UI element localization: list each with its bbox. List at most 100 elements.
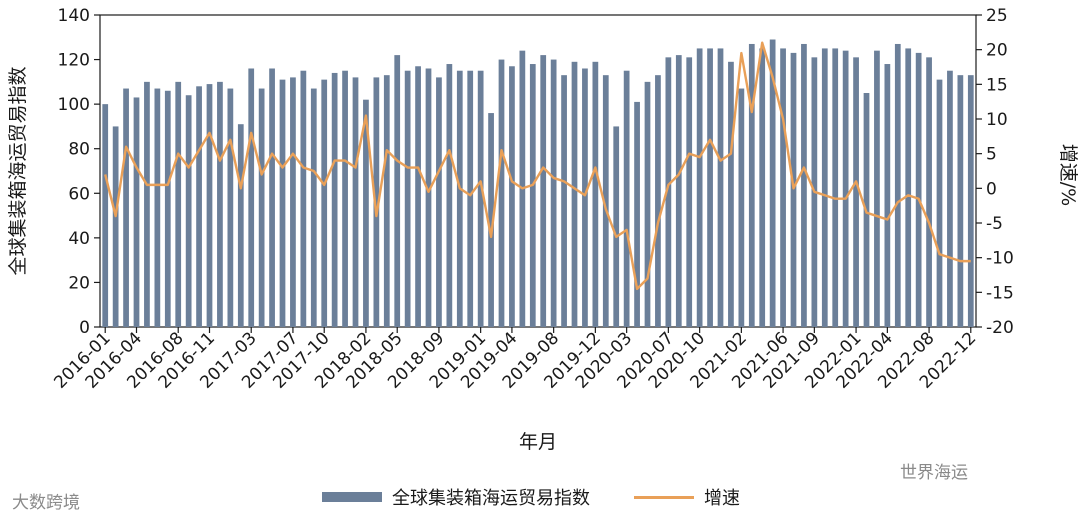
bar [665, 57, 672, 328]
bar [509, 66, 515, 327]
bar [686, 57, 693, 328]
bar [780, 48, 786, 328]
y2-tick-label: -10 [986, 249, 1014, 269]
bar [404, 70, 411, 328]
bar [894, 43, 901, 327]
bar [957, 75, 964, 327]
bar [196, 86, 202, 327]
bar [790, 52, 797, 327]
bar [592, 61, 599, 328]
bar [154, 88, 161, 327]
bar [644, 81, 651, 327]
bar [821, 48, 828, 328]
y-tick-label: 120 [58, 51, 90, 71]
bar [123, 88, 129, 327]
bar [967, 75, 974, 327]
legend-line-swatch [634, 495, 694, 499]
bar [394, 55, 401, 328]
right-axis: -20 -15 -10 -5 0 5 10 15 20 25 [976, 6, 1014, 338]
bar [373, 77, 380, 328]
legend: 全球集装箱海运贸易指数 增速 [322, 484, 740, 510]
bar [926, 57, 932, 328]
bar [634, 101, 640, 327]
y2-tick-label: 15 [986, 75, 1008, 95]
bar [769, 39, 776, 327]
y2-tick-label: -20 [986, 318, 1014, 338]
bar [185, 95, 192, 327]
bar [498, 59, 505, 327]
bar [602, 75, 609, 327]
bar [112, 126, 119, 328]
bar [175, 81, 182, 327]
bar [540, 55, 547, 328]
bar [623, 70, 630, 328]
bar [258, 88, 265, 327]
bar [383, 75, 390, 327]
bar [331, 72, 338, 327]
bar [342, 70, 348, 328]
bar [363, 99, 369, 327]
bar [436, 77, 442, 328]
bar [456, 70, 463, 328]
y-tick-label: 60 [68, 184, 90, 204]
bar [853, 57, 859, 328]
left-axis: 0 20 40 60 80 100 120 140 [58, 6, 100, 338]
bar [717, 48, 724, 328]
y-tick-label: 40 [68, 229, 90, 249]
bar [248, 68, 255, 328]
bar [884, 64, 891, 327]
bar [415, 66, 421, 327]
bar [655, 75, 661, 327]
watermark-left: 大数跨境 [12, 493, 80, 513]
bar [748, 43, 755, 327]
bar [352, 77, 359, 328]
x-axis: 2016-012016-042016-082016-112017-032017-… [50, 327, 980, 393]
bar [446, 64, 453, 327]
plot-frame [99, 14, 977, 328]
bar [477, 70, 484, 328]
bar [905, 48, 912, 328]
bar [915, 52, 922, 327]
y2-tick-label: 10 [986, 110, 1008, 130]
y-tick-label: 20 [68, 273, 90, 293]
y-tick-label: 100 [58, 95, 90, 115]
bar [550, 59, 557, 327]
y2-tick-label: 20 [986, 41, 1008, 61]
bar [321, 79, 328, 327]
bar [290, 77, 296, 328]
bar [269, 68, 275, 328]
y2-tick-label: -5 [986, 214, 1003, 234]
bar [582, 68, 588, 328]
bar [164, 90, 171, 328]
bar [842, 50, 849, 327]
bar [467, 70, 474, 328]
bar [738, 88, 745, 327]
bar [102, 104, 109, 327]
y-tick-label: 80 [68, 140, 90, 160]
bar [227, 88, 234, 327]
bar [561, 75, 567, 327]
bar [206, 84, 213, 327]
growth-line [104, 41, 971, 291]
bar [237, 124, 244, 327]
bar [488, 113, 494, 327]
line-series [104, 41, 971, 291]
y2-tick-label: 0 [986, 179, 997, 199]
y-axis-title: 全球集装箱海运贸易指数 [7, 66, 29, 275]
y-tick-label: 140 [58, 6, 90, 26]
bar [936, 79, 943, 327]
bar [696, 48, 703, 328]
watermark-right: 世界海运 [900, 463, 968, 483]
bar [571, 61, 578, 328]
bar [832, 48, 839, 328]
bar [675, 55, 682, 328]
bar [759, 48, 766, 328]
legend-bar-swatch [322, 492, 382, 502]
bar [425, 68, 432, 328]
bar [310, 88, 317, 327]
bar [279, 79, 286, 327]
bar [874, 50, 880, 327]
bar [217, 81, 223, 327]
bar-series [102, 39, 974, 328]
y2-axis-title: 增速/% [1057, 144, 1079, 206]
